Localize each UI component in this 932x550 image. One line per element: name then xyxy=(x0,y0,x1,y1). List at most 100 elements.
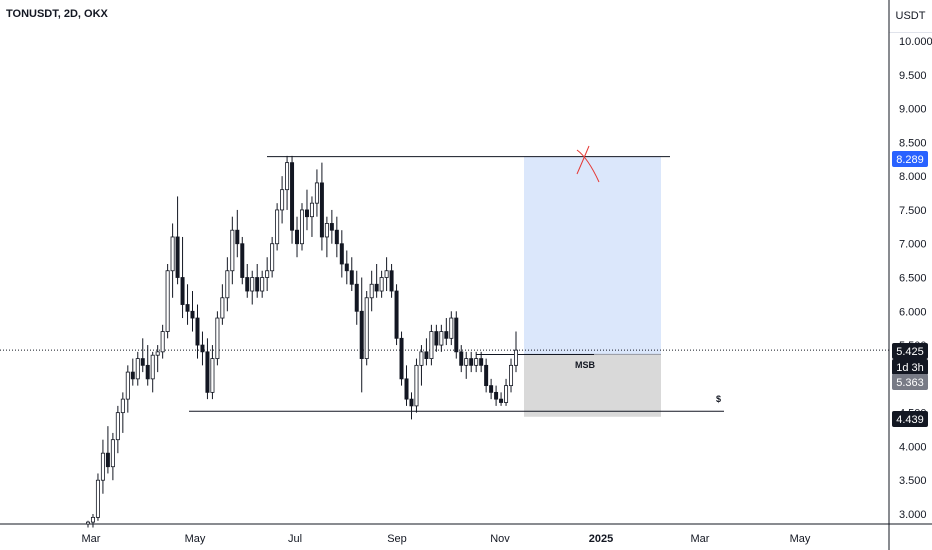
candle[interactable] xyxy=(150,351,155,393)
candle[interactable] xyxy=(494,385,499,406)
candle[interactable] xyxy=(429,324,434,366)
candle[interactable] xyxy=(155,345,160,373)
candle[interactable] xyxy=(205,338,210,400)
candle[interactable] xyxy=(499,392,504,406)
candle[interactable] xyxy=(190,291,195,332)
candle[interactable] xyxy=(314,169,319,217)
candle[interactable] xyxy=(140,338,145,373)
candle[interactable] xyxy=(215,311,220,366)
candle[interactable] xyxy=(195,304,200,359)
candle[interactable] xyxy=(86,520,91,528)
candle[interactable] xyxy=(389,263,394,298)
candle[interactable] xyxy=(165,263,170,339)
candle[interactable] xyxy=(160,324,165,359)
candle[interactable] xyxy=(354,270,359,325)
candle[interactable] xyxy=(454,311,459,359)
candle[interactable] xyxy=(130,358,135,386)
candle[interactable] xyxy=(329,209,334,244)
candle[interactable] xyxy=(489,378,494,400)
candle[interactable] xyxy=(220,284,225,325)
candle[interactable] xyxy=(110,432,115,481)
candle-body xyxy=(100,452,105,481)
candle-body xyxy=(160,331,165,353)
candle[interactable] xyxy=(399,331,404,386)
msb-label: MSB xyxy=(575,360,596,370)
candle[interactable] xyxy=(125,365,130,413)
candle[interactable] xyxy=(434,324,439,352)
candle[interactable] xyxy=(369,270,374,312)
candle[interactable] xyxy=(344,250,349,285)
candle[interactable] xyxy=(250,270,255,305)
candle[interactable] xyxy=(185,284,190,325)
candle[interactable] xyxy=(339,230,344,278)
candle[interactable] xyxy=(444,318,449,346)
candle-body xyxy=(499,398,504,403)
candle[interactable] xyxy=(235,209,240,258)
candle[interactable] xyxy=(260,270,265,298)
candle[interactable] xyxy=(484,358,489,393)
candle-body xyxy=(215,317,220,359)
candle[interactable] xyxy=(255,263,260,298)
candle[interactable] xyxy=(295,216,300,258)
candle[interactable] xyxy=(504,378,509,406)
candle[interactable] xyxy=(285,155,290,210)
candle[interactable] xyxy=(120,392,125,433)
candle[interactable] xyxy=(449,311,454,346)
candle[interactable] xyxy=(424,338,429,366)
candle[interactable] xyxy=(459,345,464,373)
candle[interactable] xyxy=(180,236,185,319)
candle[interactable] xyxy=(290,155,295,244)
target-zone[interactable] xyxy=(524,156,661,355)
candle[interactable] xyxy=(514,331,519,373)
candle-body xyxy=(170,236,175,272)
candle[interactable] xyxy=(479,351,484,373)
candle[interactable] xyxy=(225,257,230,312)
candle[interactable] xyxy=(304,189,309,231)
candle[interactable] xyxy=(265,257,270,292)
candle[interactable] xyxy=(145,345,150,386)
candle[interactable] xyxy=(275,203,280,251)
candle[interactable] xyxy=(404,365,409,406)
candle[interactable] xyxy=(270,236,275,278)
candle[interactable] xyxy=(334,216,339,258)
candle[interactable] xyxy=(379,270,384,298)
candle[interactable] xyxy=(95,473,100,521)
candle[interactable] xyxy=(394,284,399,346)
candle[interactable] xyxy=(469,351,474,373)
candle[interactable] xyxy=(299,203,304,251)
candle[interactable] xyxy=(509,358,514,393)
candle[interactable] xyxy=(115,405,120,454)
candle[interactable] xyxy=(374,263,379,298)
candle[interactable] xyxy=(309,196,314,237)
candle[interactable] xyxy=(170,223,175,298)
candle[interactable] xyxy=(135,351,140,386)
candle[interactable] xyxy=(359,277,364,393)
candle[interactable] xyxy=(414,358,419,413)
x-tick-label: May xyxy=(185,533,206,545)
candle[interactable] xyxy=(200,331,205,366)
candle[interactable] xyxy=(240,236,245,285)
candle[interactable] xyxy=(280,176,285,224)
candle[interactable] xyxy=(324,216,329,258)
candle[interactable] xyxy=(90,514,95,528)
candle-body xyxy=(304,209,309,218)
candle[interactable] xyxy=(245,263,250,298)
currency-label[interactable]: USDT xyxy=(889,0,932,33)
candle[interactable] xyxy=(105,426,110,474)
candle[interactable] xyxy=(474,351,479,373)
candle[interactable] xyxy=(419,345,424,386)
candle[interactable] xyxy=(409,392,414,420)
candle[interactable] xyxy=(439,324,444,352)
candle[interactable] xyxy=(230,216,235,285)
candle-body xyxy=(329,223,334,231)
candle[interactable] xyxy=(319,162,324,251)
stop-zone[interactable] xyxy=(524,354,661,417)
candle[interactable] xyxy=(100,439,105,494)
candle[interactable] xyxy=(364,291,369,366)
candle[interactable] xyxy=(210,345,215,400)
candle[interactable] xyxy=(384,257,389,292)
candle[interactable] xyxy=(349,257,354,292)
candle[interactable] xyxy=(464,351,469,379)
candle[interactable] xyxy=(175,196,180,285)
